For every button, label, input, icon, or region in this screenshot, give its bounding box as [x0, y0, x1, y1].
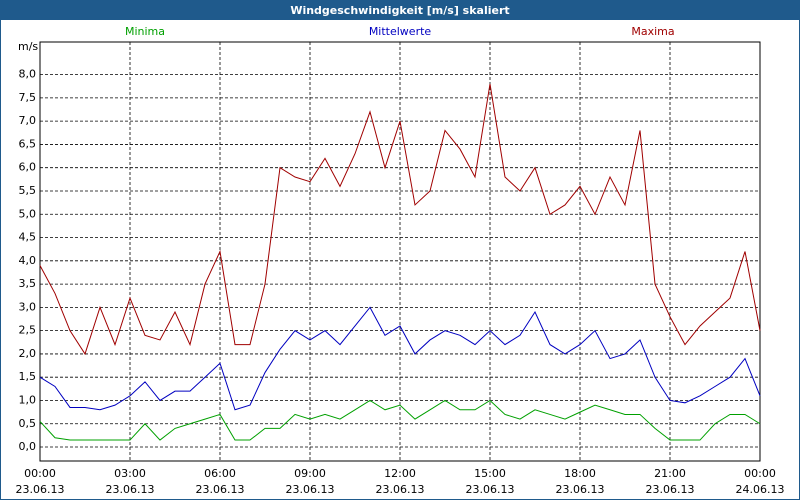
legend-label: Minima	[125, 25, 165, 38]
x-tick-date: 24.06.13	[736, 483, 785, 496]
x-tick-label: 18:00	[564, 467, 596, 480]
y-tick-label: 2,0	[19, 347, 37, 360]
y-tick-label: 6,5	[19, 137, 37, 150]
y-tick-label: 1,5	[19, 370, 37, 383]
x-tick-label: 15:00	[474, 467, 506, 480]
data-line	[39, 399, 761, 441]
plot-frame	[39, 41, 761, 462]
data-line	[39, 306, 761, 411]
x-tick-date: 23.06.13	[286, 483, 335, 496]
y-tick-label: 3,0	[19, 300, 37, 313]
x-tick-label: 09:00	[294, 467, 326, 480]
y-axis-label: m/s	[18, 40, 38, 53]
x-tick-date: 23.06.13	[16, 483, 65, 496]
legend-label: Maxima	[631, 25, 674, 38]
y-tick-label: 7,0	[19, 114, 37, 127]
y-tick-label: 1,0	[19, 393, 37, 406]
x-tick-date: 23.06.13	[466, 483, 515, 496]
y-tick-label: 2,5	[19, 324, 37, 337]
x-tick-label: 06:00	[204, 467, 236, 480]
y-tick-label: 6,0	[19, 161, 37, 174]
x-tick-date: 23.06.13	[556, 483, 605, 496]
x-tick-label: 03:00	[114, 467, 146, 480]
x-tick-label: 21:00	[654, 467, 686, 480]
chart-title: Windgeschwindigkeit [m/s] skaliert	[290, 4, 509, 17]
data-line	[39, 83, 761, 356]
x-tick-label: 00:00	[24, 467, 56, 480]
x-tick-date: 23.06.13	[196, 483, 245, 496]
x-tick-date: 23.06.13	[106, 483, 155, 496]
y-tick-label: 0,5	[19, 417, 37, 430]
y-tick-label: 4,5	[19, 231, 37, 244]
y-tick-label: 4,0	[19, 254, 37, 267]
y-tick-label: 3,5	[19, 277, 37, 290]
x-tick-date: 23.06.13	[646, 483, 695, 496]
legend-label: Mittelwerte	[369, 25, 432, 38]
y-tick-label: 0,0	[19, 440, 37, 453]
y-tick-label: 5,5	[19, 184, 37, 197]
y-tick-label: 7,5	[19, 91, 37, 104]
x-tick-label: 12:00	[384, 467, 416, 480]
y-tick-label: 5,0	[19, 207, 37, 220]
x-tick-date: 23.06.13	[376, 483, 425, 496]
title-bar	[0, 0, 800, 20]
y-tick-label: 8,0	[19, 68, 37, 81]
x-tick-label: 00:00	[744, 467, 776, 480]
